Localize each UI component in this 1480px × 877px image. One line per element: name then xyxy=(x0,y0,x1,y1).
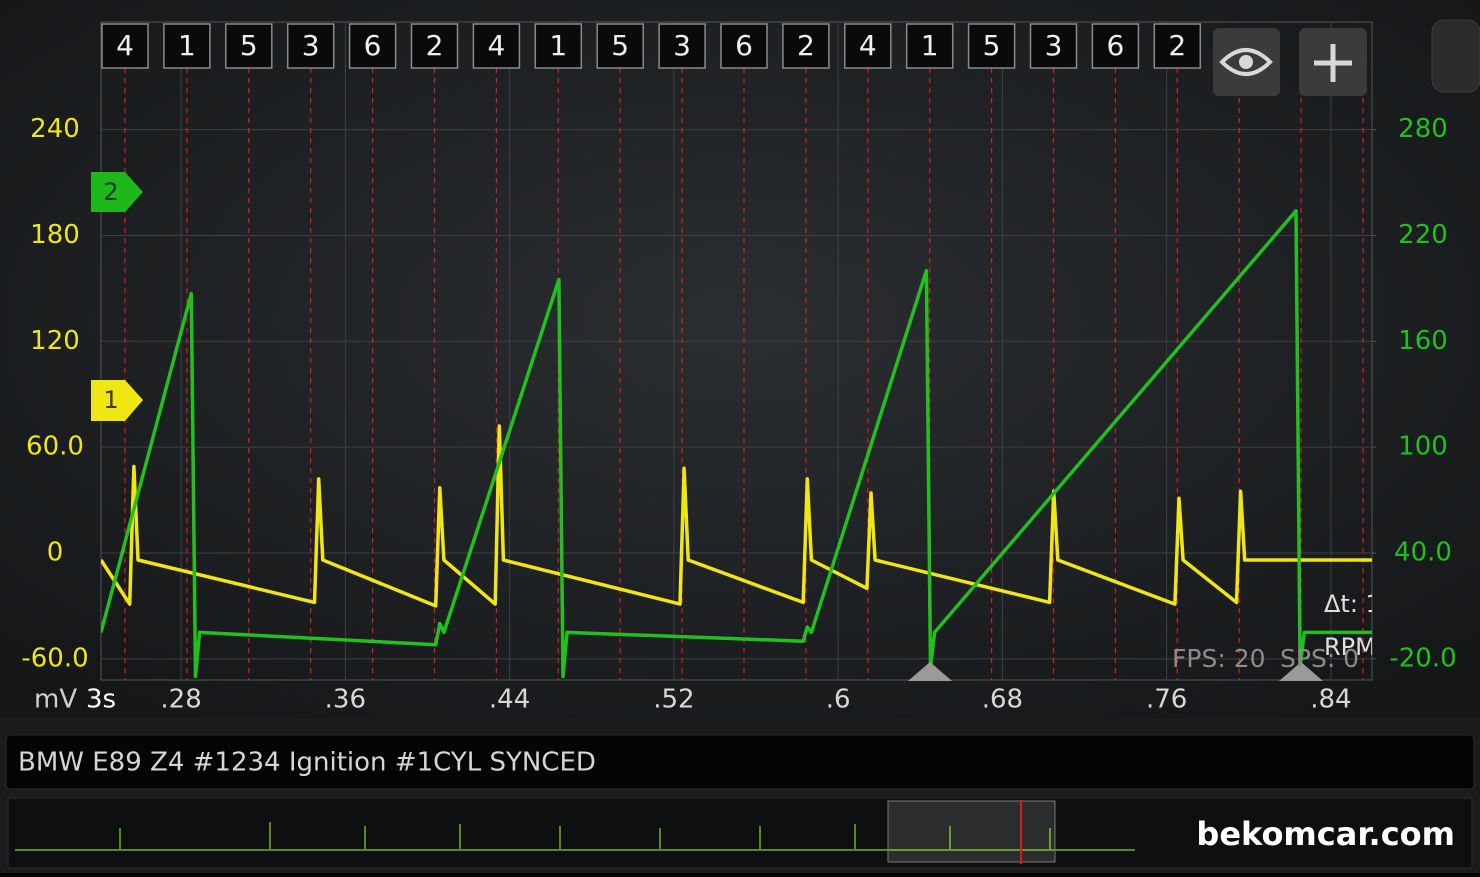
cylinder-box xyxy=(472,23,521,69)
y-tick-label: -60.0 xyxy=(21,643,88,673)
cylinder-box xyxy=(1029,23,1078,69)
y2-tick-label: -20.0 xyxy=(1389,643,1456,673)
cylinder-label: 6 xyxy=(364,29,382,62)
plot-frame xyxy=(100,21,1373,681)
cylinder-label: 4 xyxy=(116,29,134,62)
channel-marker[interactable] xyxy=(91,172,143,212)
channel-marker[interactable] xyxy=(91,380,143,421)
cylinder-box xyxy=(905,23,954,69)
x-tick-label: .36 xyxy=(325,685,366,715)
cylinder-label: 6 xyxy=(735,29,753,62)
cylinder-box xyxy=(1091,23,1140,69)
cylinder-box xyxy=(410,23,459,69)
cylinder-box xyxy=(534,23,583,69)
y2-tick-label: 40.0 xyxy=(1394,537,1452,567)
x-tick-label: .28 xyxy=(160,685,201,715)
cylinder-box xyxy=(658,23,706,69)
cylinder-label: 4 xyxy=(859,29,877,62)
overview-strip[interactable] xyxy=(7,797,1473,869)
cylinder-box xyxy=(720,23,768,69)
cylinder-label: 3 xyxy=(673,29,691,62)
sps: SPS: 0 xyxy=(1280,644,1359,673)
y-tick-label: 240 xyxy=(30,114,80,144)
eye-icon xyxy=(1239,55,1253,69)
cylinder-label: 2 xyxy=(797,29,815,62)
overview-window[interactable] xyxy=(887,800,1056,863)
x-tick-label: .84 xyxy=(1310,685,1351,715)
cylinder-label: 3 xyxy=(1045,29,1063,62)
watermark: bekomcar.com xyxy=(1196,815,1455,853)
x-tick-label: .44 xyxy=(489,685,530,715)
y2-tick-label: 100 xyxy=(1398,432,1448,462)
cursor-marker[interactable] xyxy=(908,662,952,681)
cylinder-label: 1 xyxy=(178,29,196,62)
cursor-marker[interactable] xyxy=(1279,662,1323,681)
overview-trace xyxy=(15,822,1135,851)
trace-title: BMW E89 Z4 #1234 Ignition #1CYL SYNCED xyxy=(18,748,596,778)
rpm: RPM xyxy=(1324,633,1376,661)
cylinder-box xyxy=(163,23,211,69)
cylinder-label: 1 xyxy=(549,29,567,62)
trace-line xyxy=(101,209,1372,679)
cylinder-box xyxy=(844,23,892,69)
eye-icon xyxy=(1219,48,1273,76)
y-tick-label: 60.0 xyxy=(26,432,84,462)
cylinder-label: 2 xyxy=(426,29,444,62)
cylinder-label: 5 xyxy=(611,29,629,62)
y2-tick-label: 160 xyxy=(1398,326,1448,356)
y-tick-label: 120 xyxy=(30,326,80,356)
x-tick-label: .52 xyxy=(653,685,694,715)
cylinder-label: 4 xyxy=(487,29,505,62)
cylinder-box xyxy=(348,23,397,69)
x-tick-label: .6 xyxy=(826,685,851,715)
cylinder-box xyxy=(596,23,644,69)
cylinder-box xyxy=(967,23,1016,69)
cylinder-label: 5 xyxy=(983,29,1001,62)
side-handle[interactable] xyxy=(1431,19,1480,93)
channel-marker-label: 2 xyxy=(103,178,118,206)
trace-title-bar xyxy=(5,734,1475,790)
channel-marker-label: 1 xyxy=(103,386,118,414)
cylinder-label: 1 xyxy=(921,29,939,62)
cylinder-box xyxy=(1153,23,1202,69)
cylinder-box xyxy=(225,23,273,69)
x-tick-label: .76 xyxy=(1146,685,1187,715)
y2-tick-label: 220 xyxy=(1398,220,1448,250)
y2-tick-label: 280 xyxy=(1398,114,1448,144)
y-unit: mV xyxy=(34,685,77,715)
cylinder-box xyxy=(101,23,149,69)
x-tick-label: .68 xyxy=(982,685,1023,715)
fps: FPS: 20 xyxy=(1172,644,1266,673)
cylinder-label: 6 xyxy=(1106,29,1124,62)
timebase[interactable]: 3s xyxy=(86,685,116,715)
y-tick-label: 180 xyxy=(30,220,80,250)
cylinder-label: 2 xyxy=(1168,29,1186,62)
delta-t: Δt: 1 xyxy=(1324,590,1381,618)
y-tick-label: 0 xyxy=(47,537,64,567)
cylinder-label: 3 xyxy=(302,29,320,62)
scope-panel xyxy=(0,0,1480,718)
cylinder-box xyxy=(286,23,335,69)
cylinder-label: 5 xyxy=(240,29,258,62)
plus-icon xyxy=(1314,44,1352,82)
trace-line xyxy=(101,424,1372,608)
cylinder-box xyxy=(782,23,830,69)
